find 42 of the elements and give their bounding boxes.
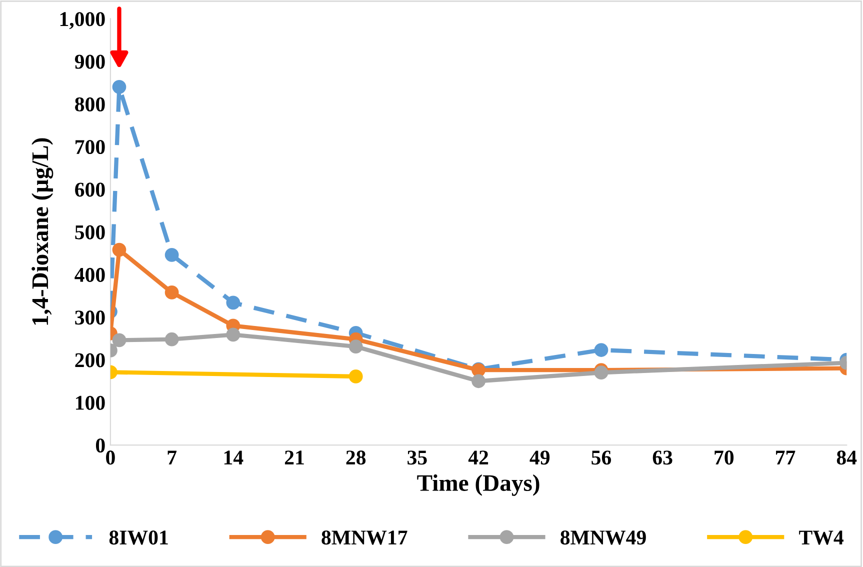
point: [112, 242, 126, 257]
legend-label: 8IW01: [109, 530, 168, 545]
y-tick-label: 100: [76, 396, 105, 410]
y-tick-label: 400: [74, 268, 105, 282]
point: [226, 328, 240, 342]
x-tick-label: 56: [592, 450, 612, 465]
x-tick-label: 84: [836, 450, 857, 465]
point: [226, 296, 240, 310]
x-tick-label: 14: [224, 450, 244, 464]
x-tick-label: 0: [106, 450, 115, 465]
legend-label: TW4: [799, 530, 844, 545]
point: [164, 332, 179, 346]
x-tick-label: 77: [776, 450, 796, 464]
point: [164, 286, 179, 300]
y-tick-label: 700: [76, 140, 105, 154]
y-tick-label: 500: [75, 225, 105, 240]
legend-label: 8MNW17: [322, 530, 408, 545]
point: [594, 366, 608, 380]
x-tick-label: 21: [284, 450, 304, 464]
x-tick-label: 49: [530, 450, 550, 465]
x-tick-label: 70: [714, 450, 734, 465]
point: [112, 80, 126, 94]
x-tick-label: 42: [468, 450, 488, 464]
x-tick-label: 28: [346, 450, 366, 465]
y-tick-label: 200: [75, 353, 105, 368]
point: [164, 248, 179, 262]
point: [348, 340, 363, 354]
y-tick-label: 900: [74, 54, 105, 69]
x-tick-label: 63: [652, 450, 672, 465]
x-axis-title: Time (Days): [417, 474, 540, 496]
y-tick-label: 600: [75, 182, 105, 197]
y-tick-label: 1,000: [60, 12, 105, 30]
y-tick-label: 300: [75, 310, 105, 325]
legend-label: 8MNW49: [560, 530, 646, 545]
x-tick-label: 35: [408, 450, 427, 465]
x-tick-label: 7: [168, 450, 177, 464]
point: [472, 374, 486, 388]
y-axis-title: 1,4-Dioxane (µg/L): [32, 138, 54, 325]
y-tick-label: 800: [75, 97, 105, 112]
point: [594, 343, 608, 357]
point: [112, 333, 126, 348]
y-tick-label: 0: [96, 438, 105, 453]
